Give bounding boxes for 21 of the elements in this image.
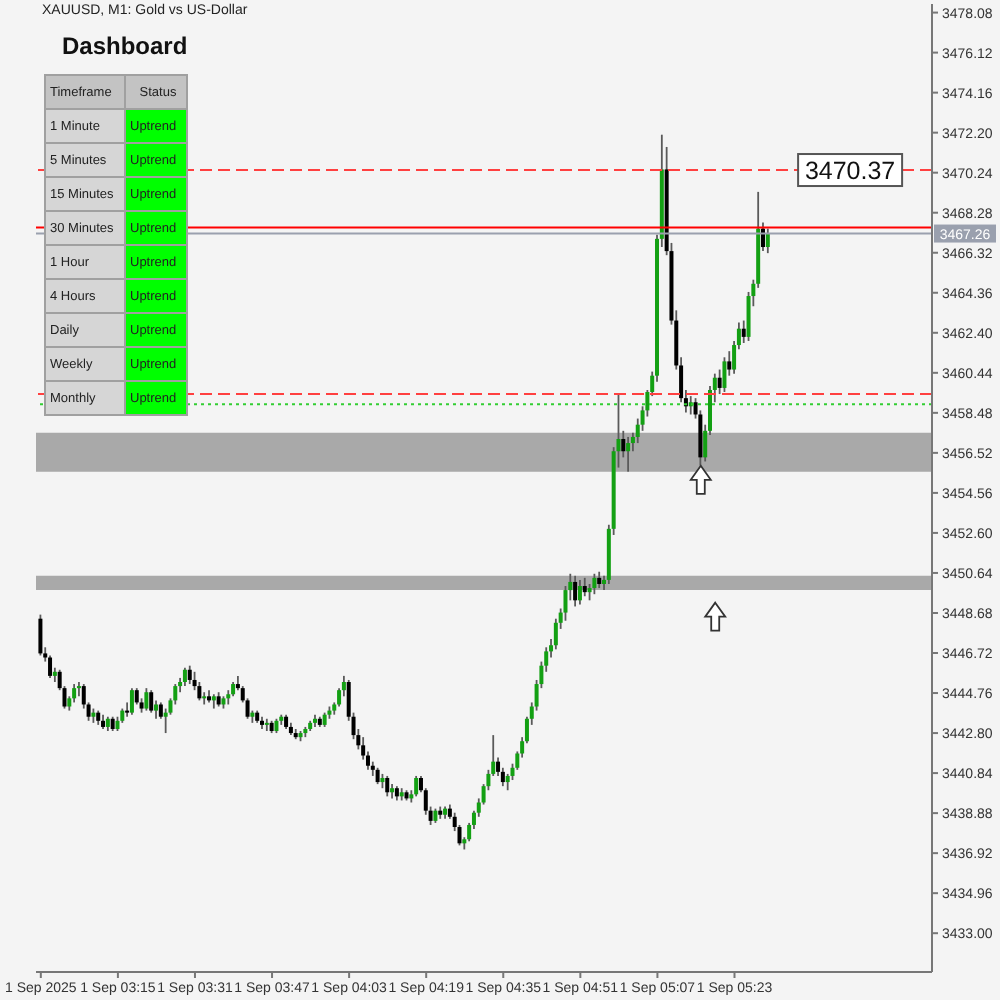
candlestick xyxy=(187,664,192,685)
candlestick xyxy=(722,356,727,393)
candlestick xyxy=(577,579,582,606)
candlestick xyxy=(592,572,597,596)
candlestick xyxy=(182,666,187,687)
candlestick xyxy=(626,436,631,473)
candlestick xyxy=(129,687,134,716)
candlestick xyxy=(582,576,587,598)
candlestick xyxy=(500,766,505,788)
candlestick xyxy=(38,613,43,657)
candlestick xyxy=(149,689,154,714)
candlestick xyxy=(72,683,77,704)
candlestick xyxy=(48,654,53,679)
candlestick xyxy=(414,775,419,798)
candlestick xyxy=(573,574,578,608)
text: Dashboard xyxy=(62,32,188,60)
candlestick xyxy=(192,670,197,692)
annotation: 3470.37 xyxy=(804,157,896,186)
candlestick xyxy=(144,687,149,712)
candlestick xyxy=(385,775,390,798)
candlestick xyxy=(264,717,269,732)
